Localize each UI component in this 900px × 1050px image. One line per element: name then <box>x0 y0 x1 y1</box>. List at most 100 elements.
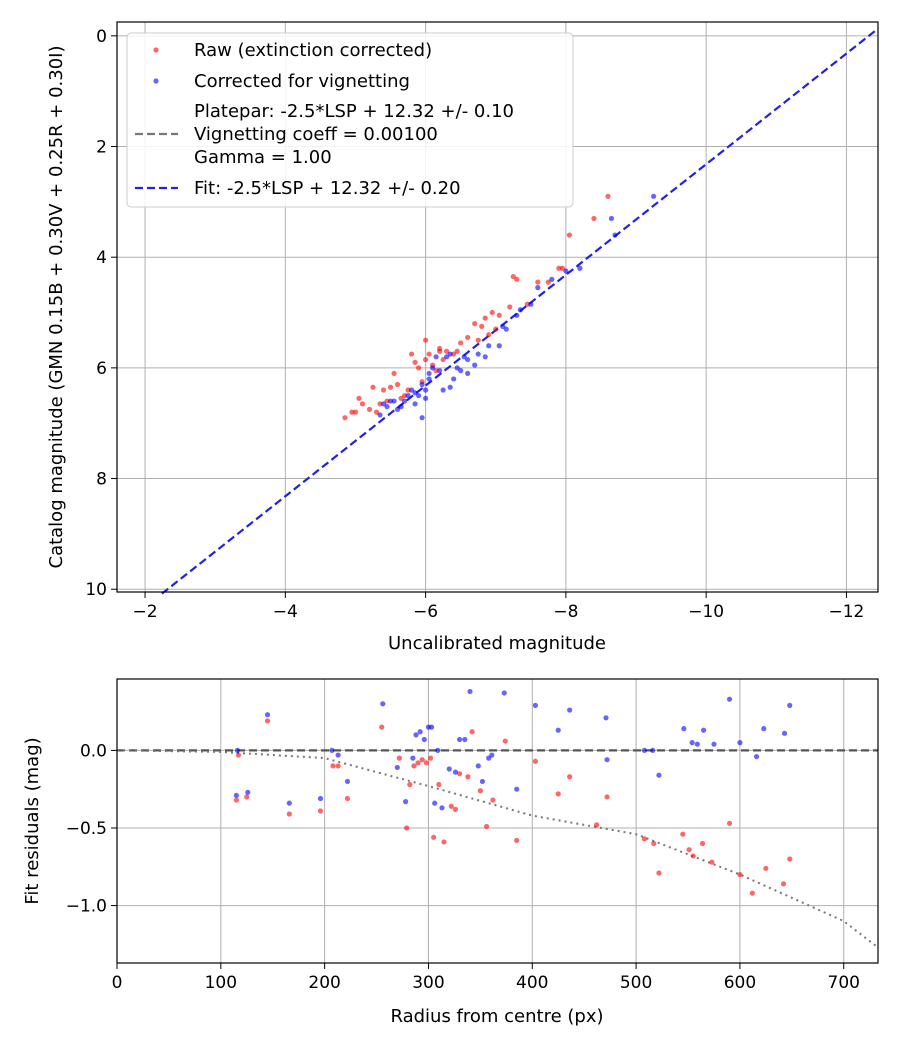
bottom-reference-lines <box>116 749 879 949</box>
raw-point <box>373 409 380 415</box>
corrected-point <box>458 368 464 374</box>
corrected-point <box>234 747 241 753</box>
bottom-x-axis-label: Radius from centre (px) <box>390 1006 603 1027</box>
corrected-point <box>264 712 271 718</box>
corrected-point <box>435 747 441 753</box>
corrected-point <box>737 740 743 746</box>
corrected-point <box>419 381 425 388</box>
corrected-point <box>432 800 438 806</box>
x-tick-label: 200 <box>308 973 340 993</box>
corrected-point <box>317 795 324 802</box>
corrected-point <box>656 772 662 778</box>
raw-point <box>493 326 499 332</box>
raw-point <box>391 370 397 377</box>
bottom-ticks: 0 100 200 300 400 500 600 700 0.0 −0.5 −1.0 <box>66 741 860 993</box>
raw-point <box>641 836 648 842</box>
raw-point <box>342 415 348 421</box>
corrected-point <box>377 412 383 418</box>
calibration-scatter-panel: −2 −4 −6 −8 −10 −12 0 2 4 6 8 10 Uncalibrated magni… <box>46 21 879 654</box>
corrected-point <box>535 285 541 291</box>
corrected-point <box>603 715 609 721</box>
raw-point <box>349 409 355 415</box>
raw-point <box>394 381 401 388</box>
x-tick-label: 0 <box>112 973 123 993</box>
raw-point <box>454 348 460 354</box>
raw-point <box>510 273 516 280</box>
raw-point <box>335 763 341 769</box>
raw-point <box>380 387 387 393</box>
raw-point <box>591 215 597 222</box>
corrected-point <box>437 368 443 374</box>
corrected-point <box>711 741 717 747</box>
raw-point <box>235 752 242 758</box>
corrected-point <box>412 390 418 396</box>
top-ticks: −2 −4 −6 −8 −10 −12 0 2 4 6 8 10 <box>85 27 864 622</box>
corrected-point <box>426 376 432 382</box>
corrected-point <box>423 387 429 393</box>
corrected-point <box>401 398 408 404</box>
x-tick-label: 400 <box>516 973 548 993</box>
corrected-point <box>465 356 471 363</box>
raw-point <box>359 401 366 407</box>
corrected-point <box>447 351 453 357</box>
raw-point <box>556 265 562 271</box>
bottom-points <box>233 688 793 896</box>
corrected-point <box>753 753 760 760</box>
corrected-point <box>462 736 468 743</box>
raw-point <box>411 763 417 769</box>
legend-vignetting-label: Vignetting coeff = 0.00100 <box>194 124 438 145</box>
legend-raw-label: Raw (extinction corrected) <box>194 40 432 61</box>
corrected-point <box>457 736 463 743</box>
corrected-point <box>514 786 520 792</box>
corrected-point <box>380 401 387 407</box>
corrected-point <box>426 370 432 377</box>
x-tick-label: −2 <box>133 602 158 622</box>
corrected-point <box>528 301 534 307</box>
legend-raw-marker <box>153 47 159 53</box>
corrected-point <box>563 268 569 274</box>
y-tick-label: 0.0 <box>80 741 107 761</box>
corrected-point <box>417 729 423 735</box>
residuals-panel: 0 100 200 300 400 500 600 700 0.0 −0.5 −1.0 Radius… <box>22 678 879 1027</box>
x-tick-label: 100 <box>205 973 237 993</box>
raw-point <box>441 839 447 845</box>
raw-point <box>407 781 413 788</box>
corrected-point <box>412 401 418 407</box>
raw-point <box>366 406 373 412</box>
raw-point <box>486 332 492 338</box>
corrected-point <box>394 764 400 771</box>
corrected-point <box>461 354 467 360</box>
bottom-plot-frame <box>116 678 879 964</box>
raw-point <box>404 825 410 831</box>
corrected-point <box>467 688 473 695</box>
corrected-point <box>479 778 486 785</box>
legend-fit-label: Fit: -2.5*LSP + 12.32 +/- 0.20 <box>194 178 461 199</box>
raw-point <box>423 356 429 363</box>
corrected-point <box>694 741 700 747</box>
corrected-point <box>501 690 507 696</box>
corrected-point <box>612 232 618 238</box>
raw-point <box>567 774 573 780</box>
raw-point <box>763 865 769 871</box>
corrected-point <box>329 747 335 753</box>
corrected-point <box>700 727 707 733</box>
raw-point <box>709 859 715 865</box>
raw-point <box>686 847 692 853</box>
raw-point <box>427 755 434 761</box>
top-y-axis-label: Catalog magnitude (GMN 0.15B + 0.30V + 0… <box>46 45 67 568</box>
corrected-point <box>394 406 401 412</box>
raw-point <box>482 315 488 321</box>
raw-point <box>437 348 443 354</box>
legend-box <box>126 32 574 208</box>
raw-point <box>465 334 471 341</box>
raw-point <box>479 323 485 329</box>
top-plot-frame <box>116 21 879 593</box>
raw-point <box>787 856 793 862</box>
raw-point <box>458 340 464 346</box>
raw-point <box>264 718 271 724</box>
raw-point <box>514 837 520 843</box>
raw-point <box>415 760 421 766</box>
raw-point <box>780 881 787 887</box>
corrected-point <box>761 726 767 732</box>
y-tick-label: 6 <box>96 359 107 379</box>
